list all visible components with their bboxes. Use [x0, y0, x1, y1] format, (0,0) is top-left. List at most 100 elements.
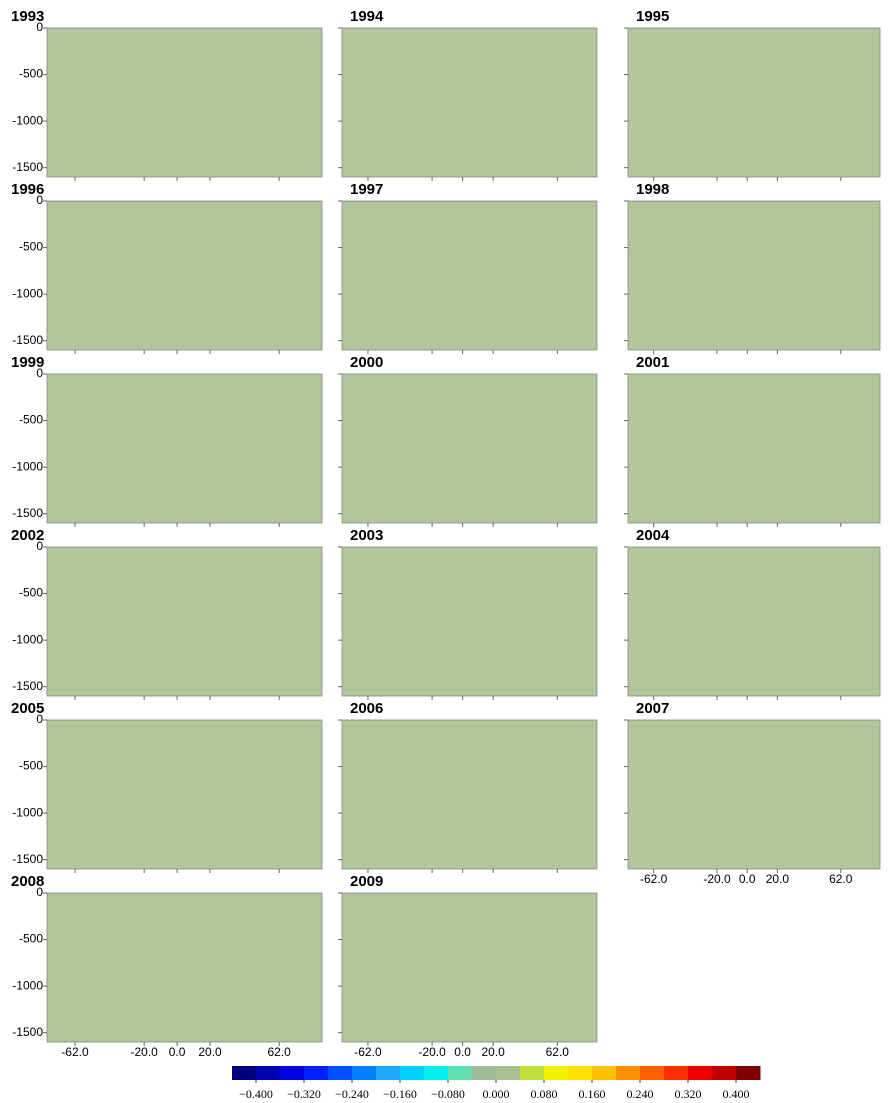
- y-tick-label: -1000: [12, 805, 43, 819]
- plot-field: [342, 547, 597, 696]
- colorbar-label: 0.160: [579, 1087, 606, 1101]
- colorbar-label: −0.160: [383, 1087, 417, 1101]
- plot-frame: [46, 719, 323, 870]
- plot-field: [628, 201, 880, 350]
- panel-title: 2007: [636, 700, 669, 717]
- plot-field: [47, 547, 322, 696]
- plot-field: [47, 374, 322, 523]
- y-tick-label: -1500: [12, 679, 43, 693]
- y-tick-label: 0: [36, 539, 43, 553]
- colorbar-cell: [328, 1066, 353, 1080]
- plot-frame: [341, 27, 598, 178]
- colorbar-label: −0.080: [431, 1087, 465, 1101]
- y-tick-label: -1500: [12, 160, 43, 174]
- y-tick-label: 0: [36, 366, 43, 380]
- x-tick-label: -20.0: [703, 872, 731, 886]
- y-tick-label: 0: [36, 193, 43, 207]
- plot-frame: [46, 892, 323, 1043]
- plot-frame: [46, 27, 323, 178]
- y-tick-label: -500: [19, 413, 43, 427]
- y-tick-label: -500: [19, 932, 43, 946]
- colorbar-cell: [592, 1066, 617, 1080]
- plot-frame: [46, 373, 323, 524]
- y-tick-label: -1500: [12, 852, 43, 866]
- y-tick-label: -500: [19, 759, 43, 773]
- colorbar-label: 0.000: [483, 1087, 510, 1101]
- x-tick-label: 62.0: [546, 1045, 570, 1059]
- plot-frame: [627, 200, 881, 351]
- panel-title: 1999: [11, 354, 44, 371]
- x-tick-label: 0.0: [169, 1045, 186, 1059]
- x-tick-label: 62.0: [829, 872, 853, 886]
- colorbar-cell: [496, 1066, 521, 1080]
- x-tick-label: 20.0: [766, 872, 790, 886]
- y-tick-label: -1500: [12, 333, 43, 347]
- plot-field: [342, 28, 597, 177]
- panel-title: 2001: [636, 354, 669, 371]
- plot-field: [342, 720, 597, 869]
- x-tick-label: 20.0: [481, 1045, 505, 1059]
- colorbar-cell: [712, 1066, 737, 1080]
- y-tick-label: -1000: [12, 113, 43, 127]
- colorbar-cell: [256, 1066, 281, 1080]
- colorbar-label: 0.080: [531, 1087, 558, 1101]
- plot-frame: [341, 200, 598, 351]
- y-tick-label: -1000: [12, 459, 43, 473]
- colorbar-cell: [448, 1066, 473, 1080]
- plot-frame: [627, 546, 881, 697]
- panel-title: 2004: [636, 527, 670, 544]
- y-tick-label: -1000: [12, 286, 43, 300]
- y-tick-label: -500: [19, 586, 43, 600]
- plot-field: [47, 893, 322, 1042]
- panel-title: 1993: [11, 8, 44, 25]
- panel-title: 1998: [636, 181, 669, 198]
- plot-field: [342, 374, 597, 523]
- colorbar-cell: [280, 1066, 305, 1080]
- colorbar-cell: [352, 1066, 377, 1080]
- colorbar-cell: [568, 1066, 593, 1080]
- colorbar-cell: [520, 1066, 545, 1080]
- x-tick-label: 0.0: [739, 872, 756, 886]
- panel-title: 2003: [350, 527, 383, 544]
- colorbar-cell: [472, 1066, 497, 1080]
- panel-title: 1996: [11, 181, 44, 198]
- plot-frame: [341, 719, 598, 870]
- colorbar-cell: [376, 1066, 401, 1080]
- y-tick-label: -1500: [12, 1025, 43, 1039]
- colorbar-cell: [736, 1066, 761, 1080]
- panel-title: 1994: [350, 8, 384, 25]
- plot-frame: [46, 200, 323, 351]
- colorbar-label: 0.320: [675, 1087, 702, 1101]
- colorbar-cell: [424, 1066, 449, 1080]
- x-tick-label: -62.0: [61, 1045, 89, 1059]
- plot-field: [628, 547, 880, 696]
- plot-field: [628, 374, 880, 523]
- colorbar-cell: [640, 1066, 665, 1080]
- colorbar-label: 0.400: [723, 1087, 750, 1101]
- plot-frame: [46, 546, 323, 697]
- plot-frame: [341, 373, 598, 524]
- plot-frame: [627, 27, 881, 178]
- y-tick-label: -500: [19, 240, 43, 254]
- colorbar-label: −0.320: [287, 1087, 321, 1101]
- x-tick-label: 62.0: [268, 1045, 292, 1059]
- y-tick-label: -1500: [12, 506, 43, 520]
- y-tick-label: -1000: [12, 978, 43, 992]
- colorbar-cell: [544, 1066, 569, 1080]
- plot-field: [47, 720, 322, 869]
- x-tick-label: -62.0: [354, 1045, 382, 1059]
- y-tick-label: -1000: [12, 632, 43, 646]
- colorbar-cell: [400, 1066, 425, 1080]
- y-tick-label: -500: [19, 67, 43, 81]
- plot-field: [47, 201, 322, 350]
- panel-title: 1997: [350, 181, 383, 198]
- colorbar-cell: [616, 1066, 641, 1080]
- x-tick-label: 20.0: [198, 1045, 222, 1059]
- plot-field: [342, 201, 597, 350]
- colorbar-label: −0.240: [335, 1087, 369, 1101]
- plot-field: [47, 28, 322, 177]
- plot-frame: [627, 373, 881, 524]
- panel-title: 2009: [350, 873, 383, 890]
